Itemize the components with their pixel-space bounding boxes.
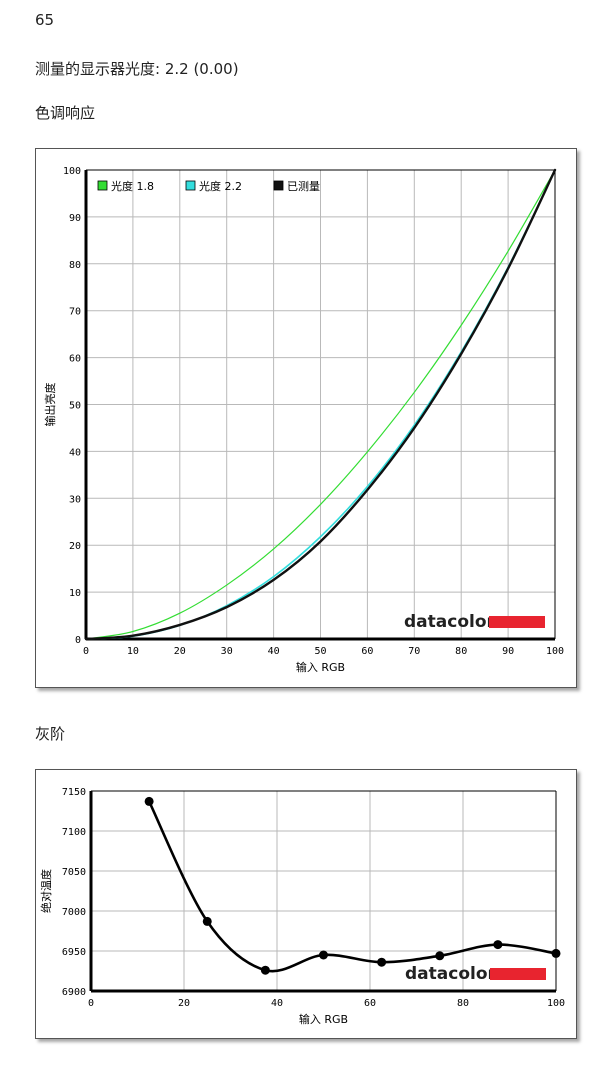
data-point: [319, 950, 328, 960]
x-tick-label: 0: [83, 646, 89, 657]
y-axis-label: 输出亮度: [43, 383, 57, 427]
y-tick-label: 30: [69, 494, 81, 505]
page-number: 65: [35, 11, 55, 29]
legend-label: 已测量: [287, 180, 320, 193]
y-tick-label: 60: [69, 354, 81, 365]
x-tick-label: 40: [268, 646, 280, 657]
y-tick-label: 90: [69, 213, 81, 224]
legend-swatch: [97, 180, 108, 191]
data-point: [493, 940, 503, 950]
y-tick-label: 20: [69, 541, 81, 552]
series-line: [85, 169, 556, 640]
datacolor-logo-text: datacolor: [405, 964, 497, 984]
gray-scale-chart: 0 20 40 60 80 100 6900 6950 7000 7050 7100 7150 输入 R…: [39, 787, 565, 1026]
legend: 光度 1.8 光度 2.2 已测量: [97, 179, 320, 193]
datacolor-logo-text: datacolor: [404, 612, 496, 632]
x-tick-label: 0: [88, 998, 94, 1009]
datacolor-logo: datacolor: [405, 964, 546, 984]
x-axis-label: 输入 RGB: [296, 660, 345, 674]
y-tick-label: 7050: [62, 867, 86, 878]
x-tick-label: 20: [174, 646, 186, 657]
legend-swatch: [273, 180, 284, 191]
y-axis-label: 绝对温度: [39, 869, 53, 913]
y-tick-label: 7000: [62, 907, 86, 918]
data-point: [377, 957, 387, 967]
legend-label: 光度 2.2: [199, 179, 242, 193]
x-tick-label: 20: [178, 998, 190, 1009]
x-tick-label: 70: [408, 646, 420, 657]
y-tick-label: 6950: [62, 947, 86, 958]
x-tick-label: 40: [271, 998, 283, 1009]
y-tick-label: 6900: [62, 987, 86, 998]
series-line: [84, 168, 557, 641]
tone-response-chart: 0 10 20 30 40 50 60 70 80 90 100 0 10 20 30 40 50 60 70 80 9…: [43, 166, 564, 674]
data-point: [435, 951, 445, 961]
y-tick-label: 100: [63, 166, 81, 177]
measured-gamma-text: 测量的显示器光度: 2.2 (0.00): [35, 60, 239, 78]
y-tick-label: 7100: [62, 827, 86, 838]
x-tick-label: 60: [364, 998, 376, 1009]
y-tick-label: 70: [69, 307, 81, 318]
legend-swatch: [185, 180, 196, 191]
tone-response-chart-panel: 0 10 20 30 40 50 60 70 80 90 100 0 10 20 30 40 50 60 70 80 9…: [35, 148, 577, 688]
x-tick-label: 80: [457, 998, 469, 1009]
y-tick-label: 0: [75, 635, 81, 646]
y-tick-label: 40: [69, 447, 81, 458]
x-axis-label: 输入 RGB: [299, 1012, 348, 1026]
y-tick-label: 80: [69, 260, 81, 271]
y-tick-label: 50: [69, 401, 81, 412]
data-point: [551, 948, 561, 958]
plot-area: [91, 791, 556, 991]
x-tick-label: 30: [221, 646, 233, 657]
y-tick-label: 10: [69, 588, 81, 599]
y-tick-label: 7150: [62, 787, 86, 798]
datacolor-logo-bar: [490, 968, 546, 980]
x-tick-label: 10: [127, 646, 139, 657]
tone-response-heading: 色调响应: [35, 104, 96, 122]
x-tick-label: 50: [314, 646, 326, 657]
x-tick-label: 100: [546, 646, 564, 657]
datacolor-logo: datacolor: [404, 612, 545, 632]
x-tick-label: 80: [455, 646, 467, 657]
datacolor-logo-bar: [489, 616, 545, 628]
data-point: [202, 916, 212, 926]
x-tick-label: 90: [502, 646, 514, 657]
legend-label: 光度 1.8: [111, 179, 154, 193]
x-tick-label: 100: [547, 998, 565, 1009]
gray-scale-chart-panel: 0 20 40 60 80 100 6900 6950 7000 7050 7100 7150 输入 R…: [35, 769, 577, 1039]
data-point: [260, 965, 270, 975]
data-point: [144, 796, 154, 806]
x-tick-label: 60: [361, 646, 373, 657]
gray-scale-heading: 灰阶: [35, 725, 66, 743]
